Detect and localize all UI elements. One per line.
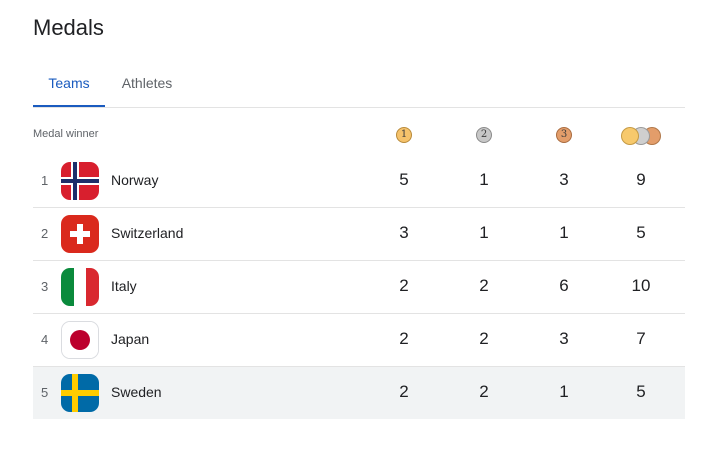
- country-name: Sweden: [111, 384, 162, 400]
- rank: 5: [41, 385, 49, 400]
- table-row[interactable]: 3 Italy 2 2 6 10: [33, 261, 685, 314]
- tab-bar: Teams Athletes: [33, 62, 685, 108]
- silver-count: 1: [479, 223, 489, 242]
- gold-medal-icon: 1: [396, 127, 412, 143]
- japan-flag-icon: [61, 321, 99, 359]
- rank: 4: [41, 332, 49, 347]
- total-medals-icon: [621, 127, 665, 145]
- rank: 3: [41, 279, 49, 294]
- silver-count: 2: [479, 276, 489, 295]
- bronze-count: 3: [559, 170, 569, 189]
- switzerland-flag-icon: [61, 215, 99, 253]
- country-name: Norway: [111, 172, 159, 188]
- gold-count: 2: [399, 382, 409, 401]
- silver-count: 1: [479, 170, 489, 189]
- gold-count: 3: [399, 223, 409, 242]
- total-count: 9: [636, 170, 646, 189]
- gold-count: 5: [399, 170, 409, 189]
- bronze-count: 6: [559, 276, 569, 295]
- rank: 2: [41, 226, 49, 241]
- bronze-count: 1: [559, 223, 569, 242]
- total-count: 10: [631, 276, 651, 295]
- gold-count: 2: [399, 329, 409, 348]
- table-header: Medal winner 1 2 3: [33, 108, 685, 155]
- gold-count: 2: [399, 276, 409, 295]
- medal-table: Medal winner 1 2 3 1 Norway 5 1: [33, 108, 685, 419]
- tab-teams[interactable]: Teams: [33, 62, 105, 107]
- bronze-count: 3: [559, 329, 569, 348]
- table-row[interactable]: 4 Japan 2 2 3 7: [33, 314, 685, 367]
- total-count: 7: [636, 329, 646, 348]
- page-title: Medals: [33, 15, 104, 40]
- sweden-flag-icon: [61, 374, 99, 412]
- country-name: Switzerland: [111, 225, 184, 241]
- italy-flag-icon: [61, 268, 99, 306]
- table-row[interactable]: 1 Norway 5 1 3 9: [33, 155, 685, 208]
- rank: 1: [41, 173, 49, 188]
- bronze-count: 1: [559, 382, 569, 401]
- silver-medal-icon: 2: [476, 127, 492, 143]
- total-count: 5: [636, 223, 646, 242]
- silver-count: 2: [479, 382, 489, 401]
- total-count: 5: [636, 382, 646, 401]
- country-name: Japan: [111, 331, 150, 347]
- table-row[interactable]: 5 Sweden 2 2 1 5: [33, 367, 685, 419]
- tab-athletes[interactable]: Athletes: [121, 75, 173, 91]
- table-row[interactable]: 2 Switzerland 3 1 1 5: [33, 208, 685, 261]
- silver-count: 2: [479, 329, 489, 348]
- medal-winner-header: Medal winner: [33, 128, 99, 140]
- bronze-medal-icon: 3: [556, 127, 572, 143]
- country-name: Italy: [111, 278, 137, 294]
- norway-flag-icon: [61, 162, 99, 200]
